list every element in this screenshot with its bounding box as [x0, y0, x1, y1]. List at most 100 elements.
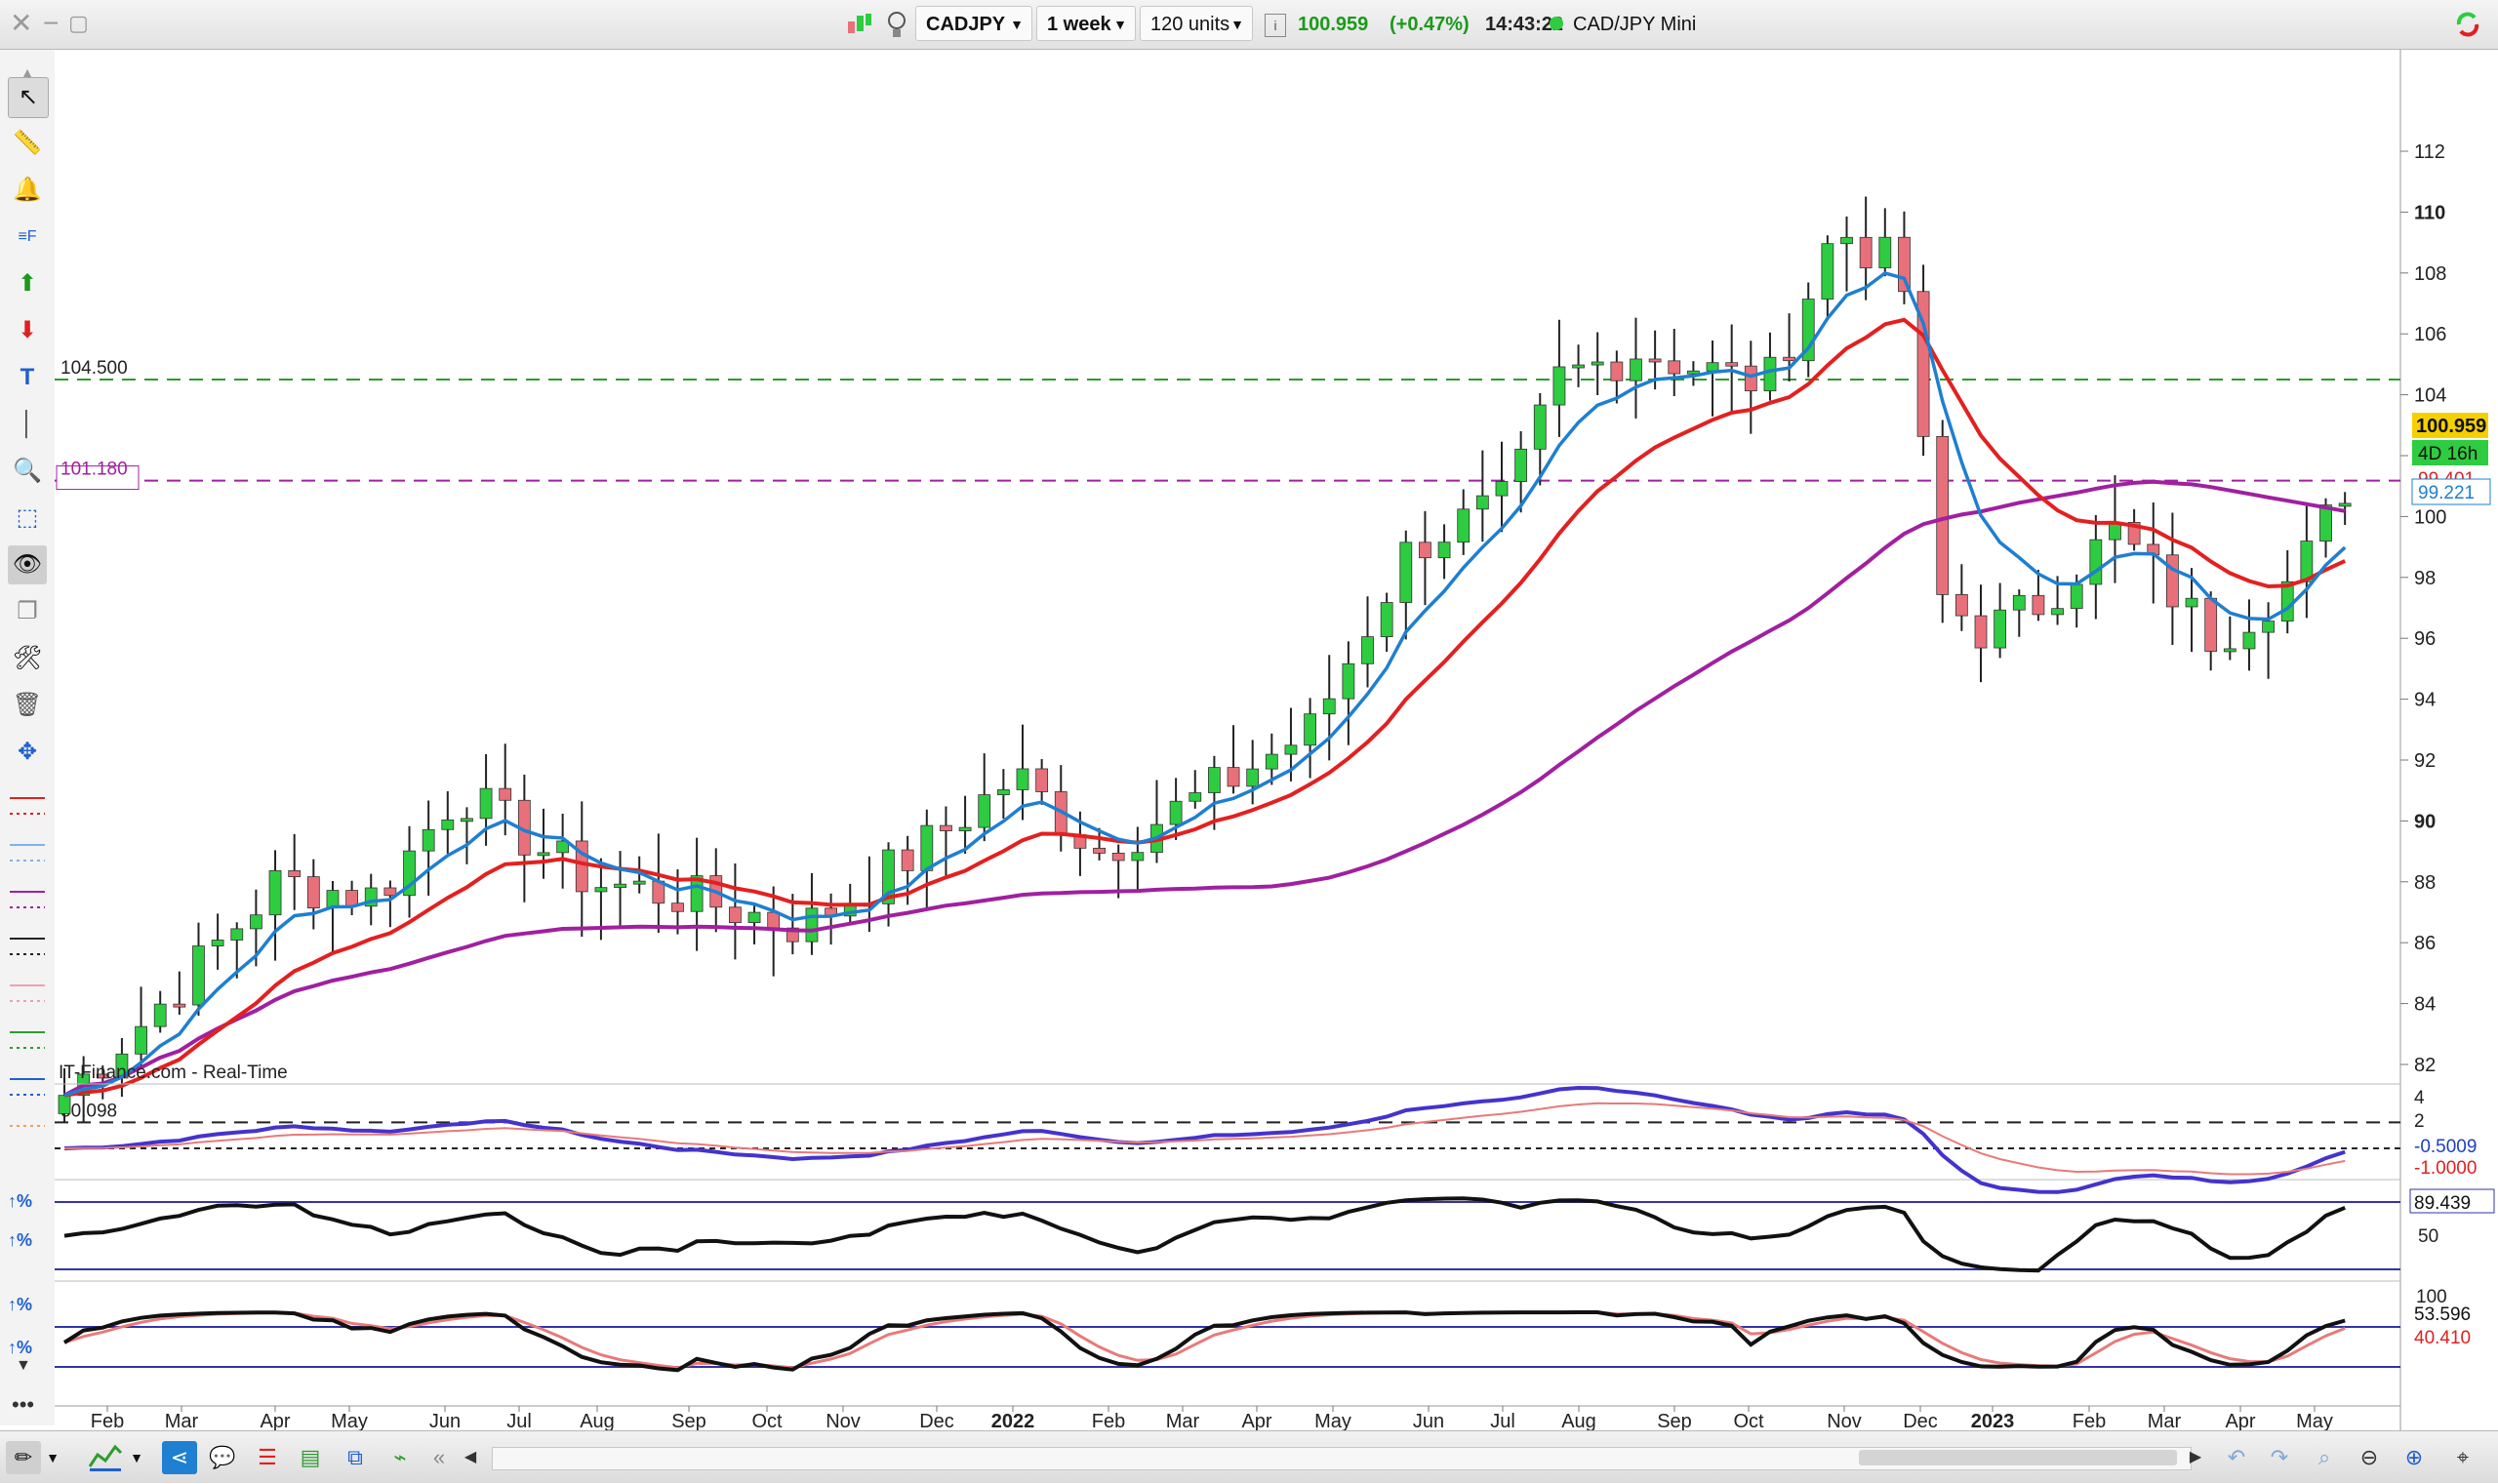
tools-icon[interactable]: 🛠 — [12, 645, 43, 671]
copy-icon[interactable]: ❐ — [17, 598, 38, 624]
horizontal-scrollbar[interactable] — [492, 1447, 2192, 1470]
scroll-down-icon[interactable]: ▼ — [16, 1357, 31, 1374]
chat-icon[interactable]: 💬 — [209, 1445, 236, 1469]
maximize-icon[interactable]: ▢ — [68, 11, 89, 35]
candle-up — [1475, 495, 1489, 510]
rectangle-tool-icon[interactable]: ⬚ — [16, 504, 39, 531]
candle-up — [2242, 631, 2256, 650]
stoch-d-line — [63, 1310, 2346, 1370]
price-tick-label: 98 — [2414, 568, 2436, 589]
zoom-fit-icon[interactable]: ⌕ — [2317, 1445, 2331, 1469]
candle-up — [422, 828, 435, 852]
time-tick-label: Nov — [826, 1411, 861, 1430]
price-tick-label: 108 — [2414, 263, 2446, 285]
vertical-line-icon[interactable]: │ — [20, 411, 35, 437]
candle-down — [1035, 768, 1049, 792]
percent-icon[interactable]: ↑% — [8, 1338, 33, 1357]
time-tick-label: Oct — [1733, 1411, 1764, 1430]
candle-up — [268, 870, 282, 916]
ma-blue-badge: 99.221 — [2418, 483, 2475, 503]
chevron-down-icon[interactable]: ▼ — [46, 1450, 60, 1465]
scroll-left-icon[interactable]: ◀ — [463, 1449, 477, 1465]
timeframe-select[interactable]: 1 week ▼ — [1036, 6, 1136, 41]
undo-icon[interactable]: ↶ — [2227, 1445, 2246, 1469]
scroll-right-icon[interactable]: ▶ — [2189, 1449, 2202, 1465]
zoom-out-icon[interactable]: ⊖ — [2359, 1445, 2379, 1469]
ruler-icon[interactable]: 📏 — [13, 130, 42, 156]
candle-up — [1380, 602, 1393, 638]
candle-up — [614, 883, 626, 889]
draw-pen-icon[interactable]: ✏ — [6, 1441, 41, 1474]
candle-up — [1687, 370, 1700, 375]
text-tool-icon[interactable]: T — [20, 364, 35, 390]
units-select[interactable]: 120 units ▼ — [1140, 6, 1253, 41]
candle-down — [671, 902, 684, 912]
candle-down — [729, 906, 742, 923]
strategy-icon[interactable]: ⌁ — [393, 1445, 407, 1469]
candle-up — [479, 787, 493, 820]
refresh-icon[interactable] — [2451, 8, 2484, 41]
candle-up — [1495, 481, 1509, 497]
time-tick-label: Mar — [2148, 1411, 2182, 1430]
arrow-up-icon[interactable]: ⬆ — [17, 270, 38, 297]
candle-up — [1016, 768, 1029, 790]
candle-up — [2338, 502, 2352, 507]
candlesticks — [58, 196, 2352, 1123]
candle-up — [249, 914, 262, 930]
candle-down — [1936, 435, 1950, 595]
candle-up — [2262, 621, 2276, 633]
time-tick-label: Aug — [580, 1411, 615, 1430]
list-icon[interactable]: ☰ — [258, 1445, 277, 1469]
eye-icon[interactable]: 👁 — [8, 545, 47, 584]
share-icon[interactable]: ⋖ — [162, 1441, 197, 1474]
trash-icon[interactable]: 🗑 — [12, 692, 43, 718]
alert-bell-icon[interactable]: 🔔 — [13, 177, 42, 203]
macd-line — [63, 1085, 2346, 1194]
scroll-left-double-icon[interactable]: « — [432, 1445, 446, 1469]
indicators-icon[interactable]: ▤ — [300, 1445, 321, 1469]
horizontal-levels: 104.500 101.180 80.098 — [55, 358, 2400, 1124]
link-icon[interactable] — [884, 10, 909, 39]
candle-down — [288, 870, 302, 877]
zoom-tool-icon[interactable]: 🔍 — [13, 458, 42, 484]
chart-type-icon[interactable] — [88, 1441, 123, 1474]
minimize-icon[interactable]: − — [43, 8, 60, 38]
candle-up — [1304, 713, 1316, 746]
redo-icon[interactable]: ↷ — [2270, 1445, 2289, 1469]
scroll-up-icon[interactable]: ▲ — [20, 64, 34, 80]
price-tick-label: 104 — [2414, 385, 2446, 407]
level-label: 104.500 — [60, 358, 128, 379]
last-price-badge: 100.959 — [2416, 416, 2486, 437]
candle-up — [632, 880, 646, 885]
fibonacci-icon[interactable]: ≡F — [18, 228, 37, 245]
candle-chart-icon[interactable] — [845, 10, 874, 39]
time-axis: Feb Mar Apr May Jun Jul Aug Sep Oct Nov Dec 2022 Feb… — [91, 1406, 2333, 1430]
candle-down — [96, 1073, 109, 1079]
line-style-swatches[interactable] — [8, 786, 47, 1469]
candle-up — [958, 826, 972, 831]
close-icon[interactable]: ✕ — [10, 8, 33, 38]
candle-up — [690, 875, 704, 912]
price-tick-label: 96 — [2414, 628, 2436, 650]
rsi-badge: 89.439 — [2414, 1193, 2471, 1214]
chevron-down-icon[interactable]: ▼ — [130, 1450, 143, 1465]
time-tick-label: Nov — [1827, 1411, 1862, 1430]
candle-up — [978, 794, 991, 828]
time-tick-label: Apr — [260, 1411, 290, 1430]
crosshair-icon[interactable]: ⌖ — [2456, 1445, 2470, 1469]
arrow-down-icon[interactable]: ⬇ — [17, 317, 38, 343]
percent-icon[interactable]: ↑% — [8, 1191, 33, 1211]
zoom-in-icon[interactable]: ⊕ — [2404, 1445, 2424, 1469]
window-icon[interactable]: ⧉ — [347, 1445, 363, 1469]
scrollbar-thumb[interactable] — [1859, 1450, 2177, 1465]
pointer-icon[interactable]: ↖ — [8, 77, 49, 118]
more-icon[interactable]: ••• — [12, 1392, 35, 1417]
info-icon[interactable]: i — [1265, 14, 1286, 37]
level-label: 80.098 — [60, 1101, 117, 1121]
percent-icon[interactable]: ↑% — [8, 1295, 33, 1314]
move-icon[interactable]: ✥ — [17, 739, 38, 765]
price-chart[interactable]: 112110108106104102100989694929088868482 … — [55, 50, 2498, 1430]
symbol-select[interactable]: CADJPY ▼ — [915, 6, 1032, 41]
time-tick-label: Feb — [2073, 1411, 2106, 1430]
percent-icon[interactable]: ↑% — [8, 1230, 33, 1250]
